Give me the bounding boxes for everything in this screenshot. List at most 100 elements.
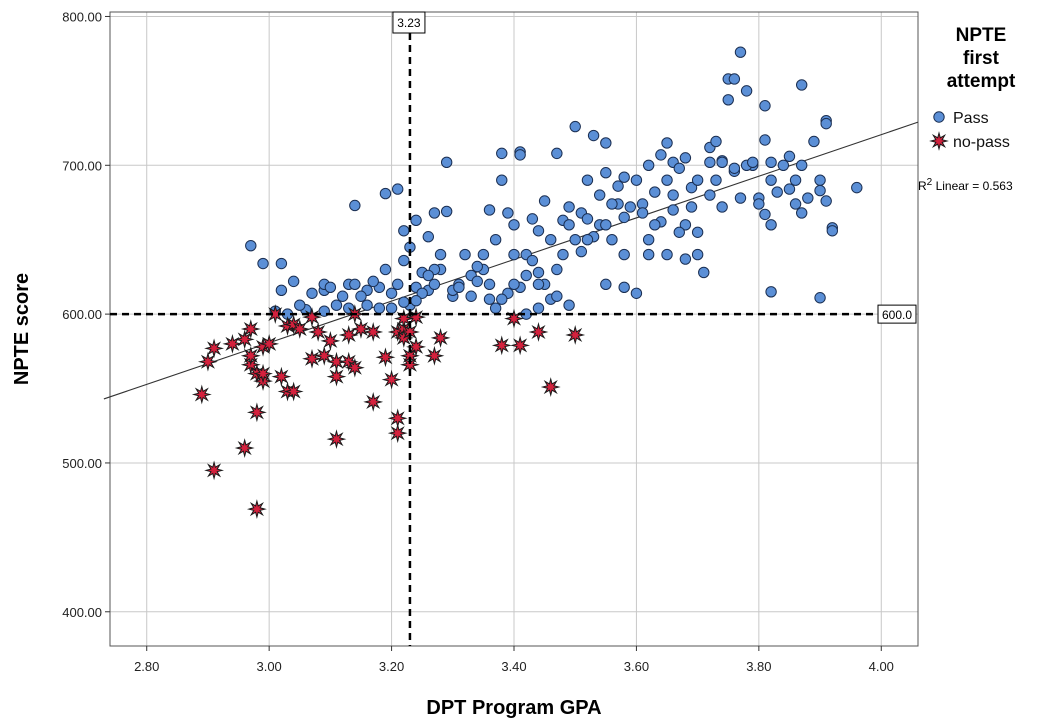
pass-point bbox=[734, 192, 747, 204]
pass-point bbox=[526, 254, 539, 267]
no-pass-point bbox=[430, 328, 451, 348]
legend-label-pass: Pass bbox=[953, 110, 989, 127]
pass-point bbox=[661, 137, 673, 149]
pass-point bbox=[795, 79, 808, 91]
pass-point bbox=[526, 213, 539, 225]
y-tick-label: 600.00 bbox=[62, 307, 102, 322]
pass-point bbox=[649, 219, 661, 231]
pass-point bbox=[520, 269, 532, 282]
legend-marker-pass-shape bbox=[933, 111, 945, 123]
pass-point bbox=[355, 290, 367, 302]
legend-title-line-1: NPTE bbox=[956, 25, 1007, 46]
pass-point bbox=[379, 263, 392, 276]
y-axis-title: NPTE score bbox=[11, 273, 33, 385]
pass-point bbox=[722, 94, 734, 106]
pass-point bbox=[636, 207, 649, 219]
pass-point bbox=[287, 275, 300, 288]
pass-point bbox=[336, 290, 349, 302]
pass-point bbox=[820, 195, 832, 207]
pass-point bbox=[710, 135, 722, 148]
pass-point bbox=[349, 199, 361, 212]
no-pass-point bbox=[191, 384, 212, 405]
legend-label-no-pass: no-pass bbox=[953, 134, 1010, 151]
no-pass-point bbox=[510, 335, 531, 356]
pass-point bbox=[771, 186, 783, 198]
pass-point bbox=[814, 174, 826, 186]
pass-point bbox=[379, 187, 392, 200]
pass-point bbox=[789, 174, 802, 186]
x-tick-label: 3.00 bbox=[256, 659, 281, 674]
no-pass-point bbox=[424, 345, 445, 366]
pass-point bbox=[747, 156, 759, 169]
pass-point bbox=[661, 174, 673, 186]
pass-point bbox=[496, 293, 508, 305]
no-pass-point bbox=[363, 391, 384, 412]
pass-point bbox=[600, 167, 612, 179]
pass-point bbox=[618, 248, 630, 261]
no-pass-point bbox=[302, 348, 322, 369]
pass-point bbox=[679, 219, 692, 231]
pass-point bbox=[563, 299, 575, 311]
pass-point bbox=[765, 174, 777, 186]
pass-point bbox=[410, 214, 422, 227]
pass-point bbox=[581, 213, 594, 225]
r-squared-label: R2 Linear = 0.563 bbox=[918, 177, 1013, 193]
pass-point bbox=[361, 299, 373, 311]
pass-point bbox=[655, 149, 667, 161]
no-pass-point bbox=[565, 325, 586, 345]
no-pass-point bbox=[326, 366, 347, 387]
no-pass-point bbox=[265, 304, 286, 325]
pass-point bbox=[759, 134, 771, 146]
pass-point bbox=[820, 117, 832, 130]
pass-point bbox=[777, 159, 790, 171]
no-pass-point bbox=[351, 319, 371, 339]
pass-point bbox=[416, 287, 428, 299]
no-pass-point bbox=[271, 366, 292, 387]
pass-point bbox=[532, 225, 545, 237]
pass-point bbox=[618, 171, 630, 183]
pass-point bbox=[483, 204, 496, 216]
pass-point bbox=[569, 120, 581, 133]
pass-point bbox=[496, 147, 508, 160]
pass-point bbox=[410, 295, 422, 307]
grid bbox=[110, 12, 918, 646]
no-pass-point bbox=[375, 347, 396, 368]
pass-point bbox=[489, 234, 502, 246]
pass-point bbox=[569, 234, 581, 246]
pass-point bbox=[502, 207, 514, 219]
pass-point bbox=[551, 263, 563, 276]
pass-point bbox=[257, 257, 269, 270]
pass-point bbox=[716, 201, 728, 213]
no-pass-point bbox=[234, 329, 255, 350]
pass-point bbox=[453, 281, 465, 294]
pass-point bbox=[704, 189, 716, 201]
no-pass-point bbox=[222, 333, 243, 354]
pass-point bbox=[612, 180, 624, 192]
pass-point bbox=[440, 205, 453, 218]
legend-marker-no-pass-shape bbox=[929, 131, 949, 151]
pass-point bbox=[483, 293, 496, 305]
x-tick-label: 4.00 bbox=[869, 659, 894, 674]
legend-title-line-2: first bbox=[963, 48, 1000, 69]
x-tick-label: 3.40 bbox=[501, 659, 526, 674]
pass-point bbox=[514, 149, 526, 161]
no-pass-point bbox=[387, 423, 408, 444]
pass-point bbox=[349, 278, 361, 291]
pass-point bbox=[557, 248, 569, 261]
pass-point bbox=[606, 234, 618, 246]
pass-point bbox=[532, 266, 545, 279]
pass-point bbox=[587, 129, 600, 142]
pass-point bbox=[600, 219, 612, 231]
no-pass-point bbox=[308, 322, 329, 342]
x-tick-label: 2.80 bbox=[134, 659, 159, 674]
data-points bbox=[191, 46, 863, 520]
pass-point bbox=[691, 174, 704, 186]
pass-point bbox=[563, 219, 575, 231]
pass-point bbox=[367, 275, 379, 288]
x-axis-ticks: 2.80 3.00 3.20 3.40 3.60 3.80 4.00 bbox=[134, 646, 894, 674]
pass-point bbox=[581, 174, 594, 186]
pass-point bbox=[765, 156, 777, 169]
pass-point bbox=[434, 248, 447, 261]
pass-point bbox=[783, 183, 796, 195]
pass-point bbox=[471, 260, 483, 273]
